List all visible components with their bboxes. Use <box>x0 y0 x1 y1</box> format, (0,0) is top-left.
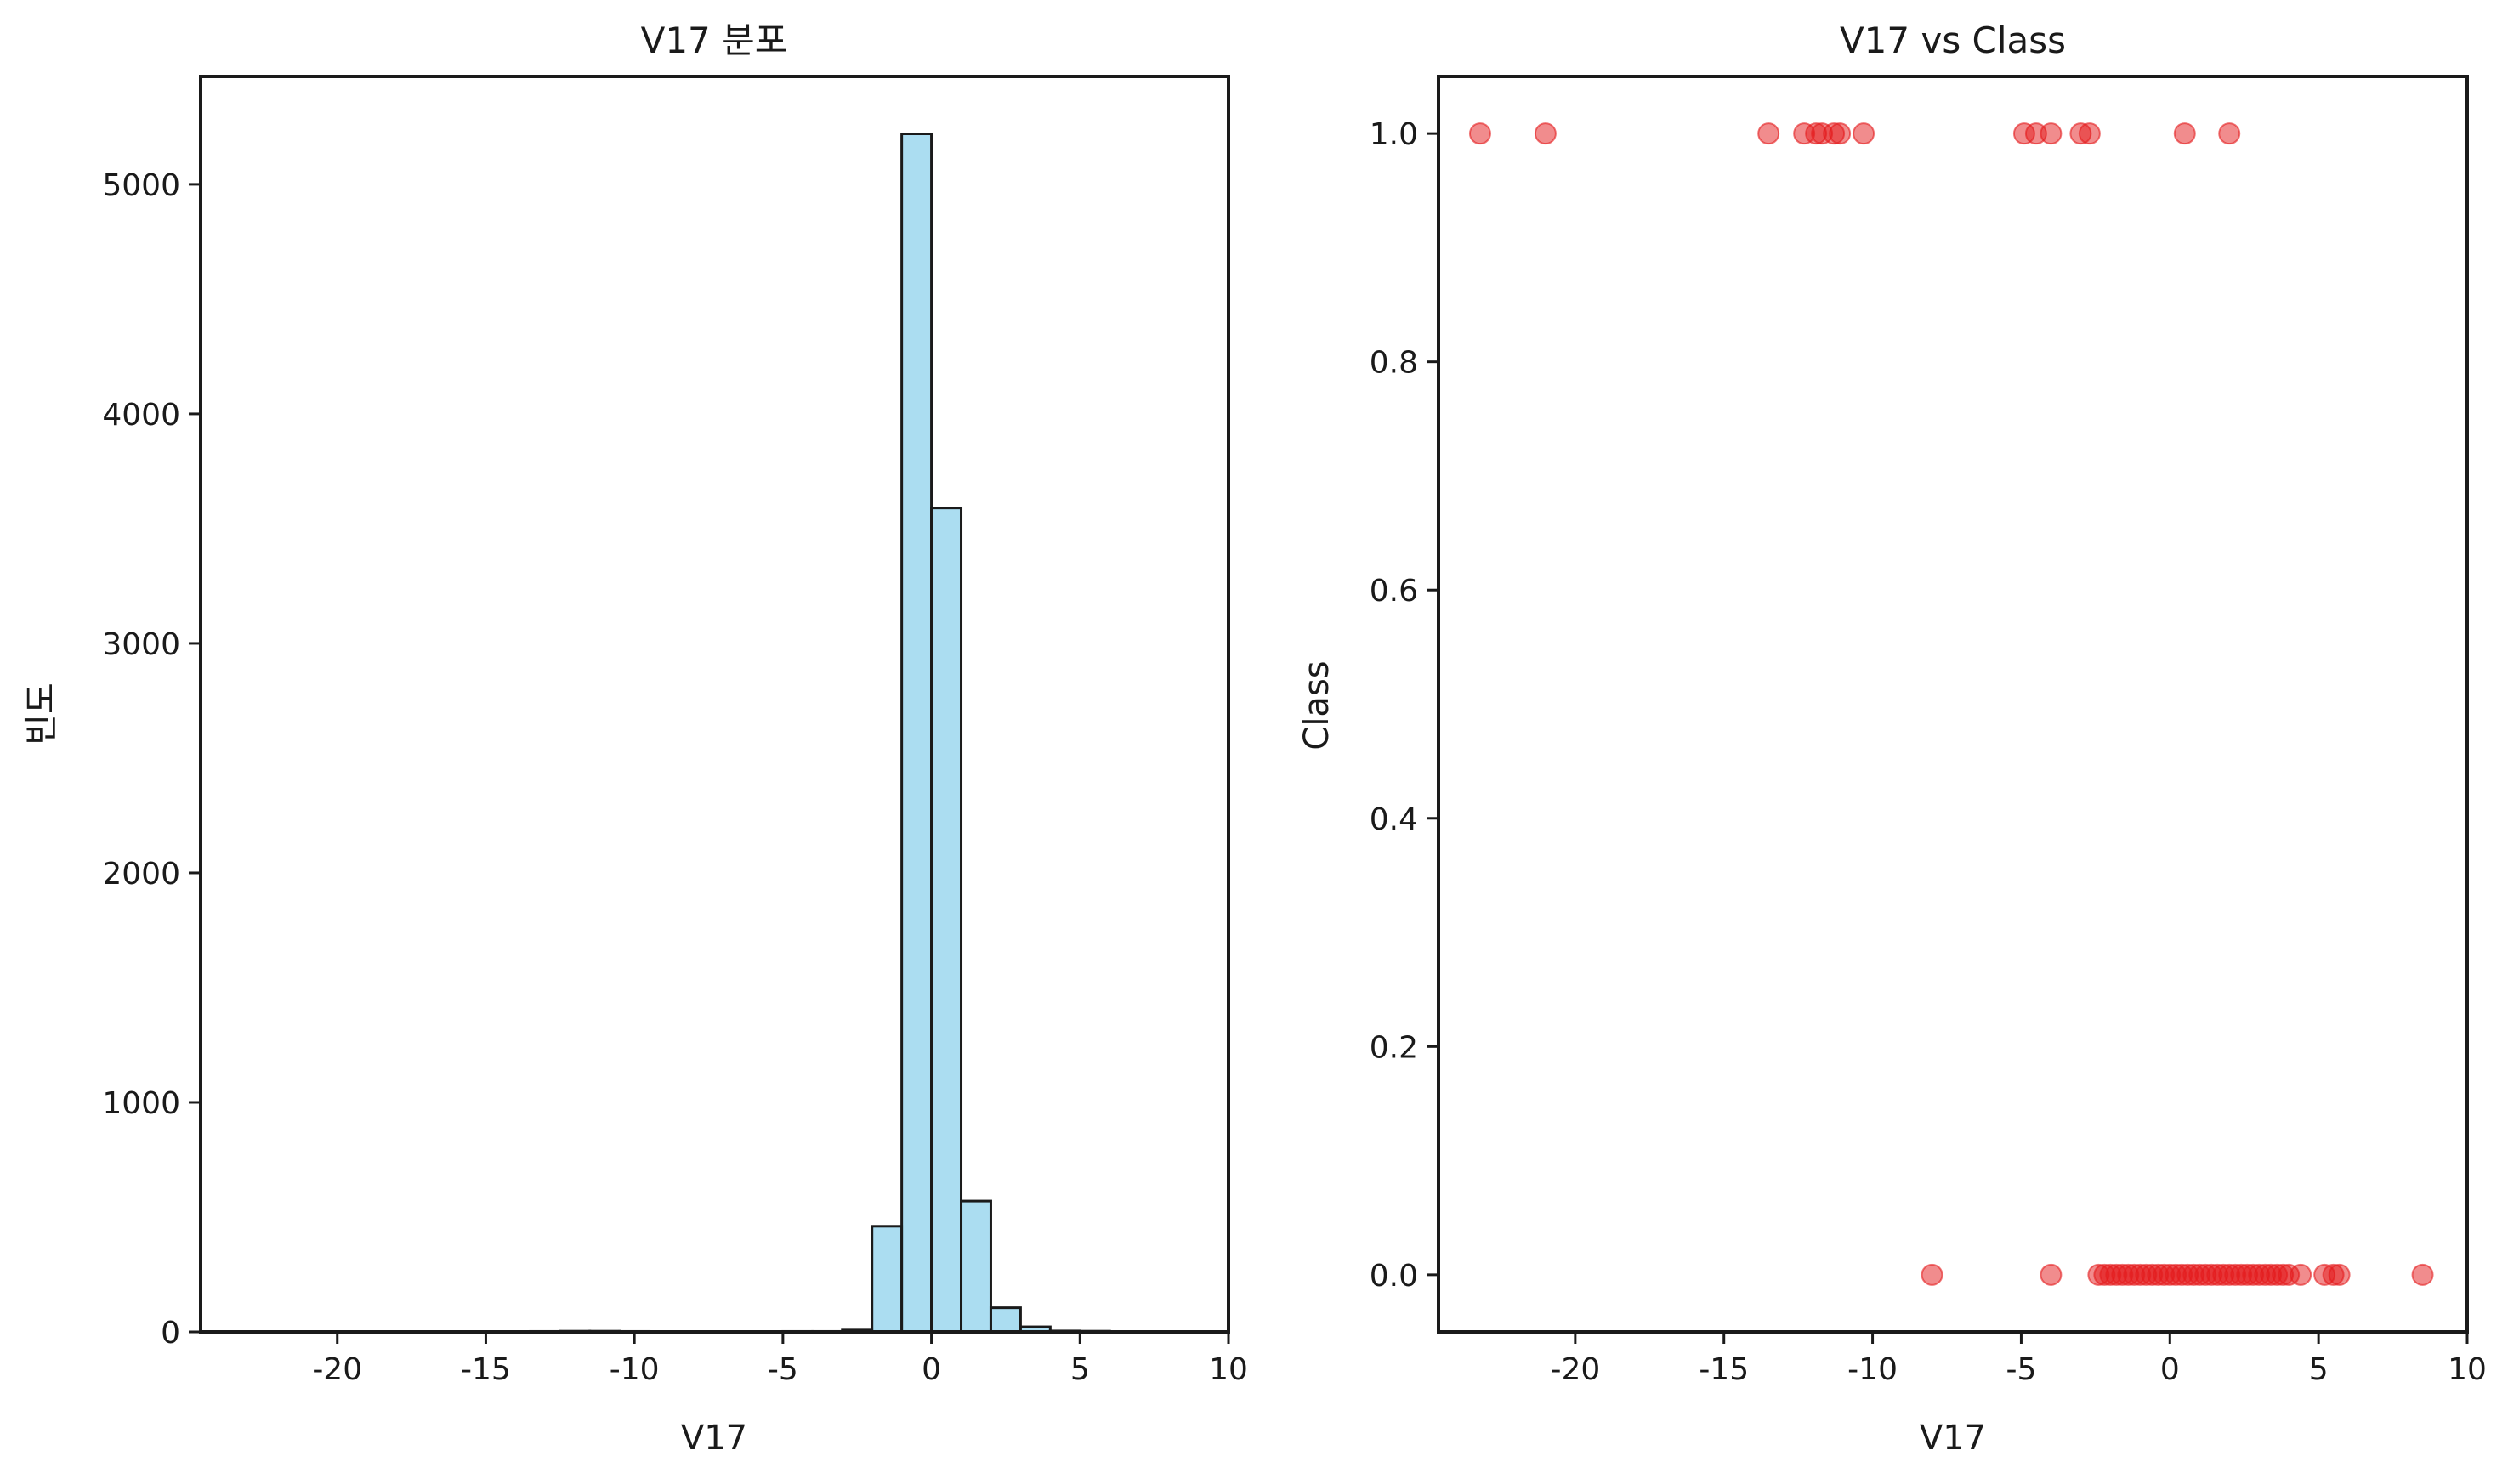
scatter-x-tick-label: 10 <box>2448 1352 2487 1387</box>
histogram-y-tick-label: 5000 <box>102 168 180 203</box>
histogram-x-ticks: -20 -15 -10 -5 0 5 10 <box>312 1332 1248 1387</box>
scatter-point <box>1829 122 1852 145</box>
histogram-y-tick-label: 1000 <box>102 1086 180 1121</box>
scatter-point <box>1757 122 1780 145</box>
scatter-plot-frame <box>1437 75 2469 1334</box>
scatter-x-ticks: -20 -15 -10 -5 0 5 10 <box>1550 1332 2487 1387</box>
scatter-x-tick-label: -20 <box>1550 1352 1600 1387</box>
scatter-point <box>1468 122 1491 145</box>
histogram-x-tick-label: -20 <box>312 1352 362 1387</box>
scatter-y-tick-label: 0.8 <box>1370 346 1418 381</box>
scatter-points <box>1468 122 2434 1286</box>
histogram-bar <box>900 133 933 1334</box>
histogram-bars <box>247 133 1194 1334</box>
histogram-x-tick-label: -15 <box>461 1352 511 1387</box>
scatter-point <box>1853 122 1875 145</box>
histogram-y-tick-label: 2000 <box>102 857 180 892</box>
scatter-x-tick-label: -10 <box>1847 1352 1898 1387</box>
scatter-x-tick-label: -15 <box>1699 1352 1749 1387</box>
scatter-y-tick-label: 1.0 <box>1370 117 1418 152</box>
scatter-y-tick-label: 0.6 <box>1370 574 1418 609</box>
histogram-bar <box>989 1306 1022 1334</box>
scatter-point <box>2290 1263 2312 1286</box>
scatter-point <box>2218 122 2241 145</box>
histogram-y-tick-label: 4000 <box>102 398 180 433</box>
scatter-x-tick-label: 0 <box>2160 1352 2180 1387</box>
histogram-x-tick-label: 10 <box>1209 1352 1248 1387</box>
histogram-y-tick-label: 3000 <box>102 627 180 662</box>
scatter-y-tick-label: 0.2 <box>1370 1030 1418 1065</box>
scatter-x-tick-label: 5 <box>2309 1352 2329 1387</box>
scatter-y-ticks: 0.0 0.2 0.4 0.6 0.8 1.0 <box>1370 117 1438 1294</box>
histogram-x-tick-label: -10 <box>610 1352 660 1387</box>
scatter-point <box>2411 1263 2434 1286</box>
histogram-x-tick-label: -5 <box>768 1352 798 1387</box>
histogram-bar <box>930 507 963 1334</box>
histogram-title: V17 분포 <box>641 20 788 61</box>
scatter-point <box>1534 122 1557 145</box>
histogram-x-axis-label: V17 <box>681 1419 747 1458</box>
scatter-y-tick-label: 0.0 <box>1370 1259 1418 1294</box>
histogram-y-axis-label: 빈도 <box>22 683 61 745</box>
scatter-point <box>2328 1263 2351 1286</box>
histogram-bar <box>871 1225 904 1334</box>
histogram-bar <box>960 1199 992 1334</box>
histogram-plot-frame <box>199 75 1230 1334</box>
scatter-point <box>2173 122 2196 145</box>
scatter-x-axis-label: V17 <box>1920 1419 1986 1458</box>
histogram-x-tick-label: 0 <box>922 1352 941 1387</box>
scatter-point <box>2040 1263 2063 1286</box>
scatter-y-tick-label: 0.4 <box>1370 802 1418 837</box>
histogram-y-ticks: 0 1000 2000 3000 4000 5000 <box>102 168 201 1351</box>
scatter-panel: V17 vs Class -20 -15 -10 -5 0 5 10 0.00.20.40.… <box>1297 20 2487 1458</box>
scatter-point <box>2040 122 2063 145</box>
scatter-title: V17 vs Class <box>1840 20 2066 61</box>
scatter-x-tick-label: -5 <box>2006 1352 2036 1387</box>
histogram-y-tick-label: 0 <box>161 1316 180 1351</box>
histogram-panel: V17 분포 -20 -15 -10 -5 0 5 10 0 1000 2000 3000 4000… <box>22 20 1248 1458</box>
histogram-x-tick-label: 5 <box>1070 1352 1090 1387</box>
scatter-point <box>2078 122 2101 145</box>
scatter-y-axis-label: Class <box>1297 660 1336 750</box>
scatter-point <box>1921 1263 1943 1286</box>
